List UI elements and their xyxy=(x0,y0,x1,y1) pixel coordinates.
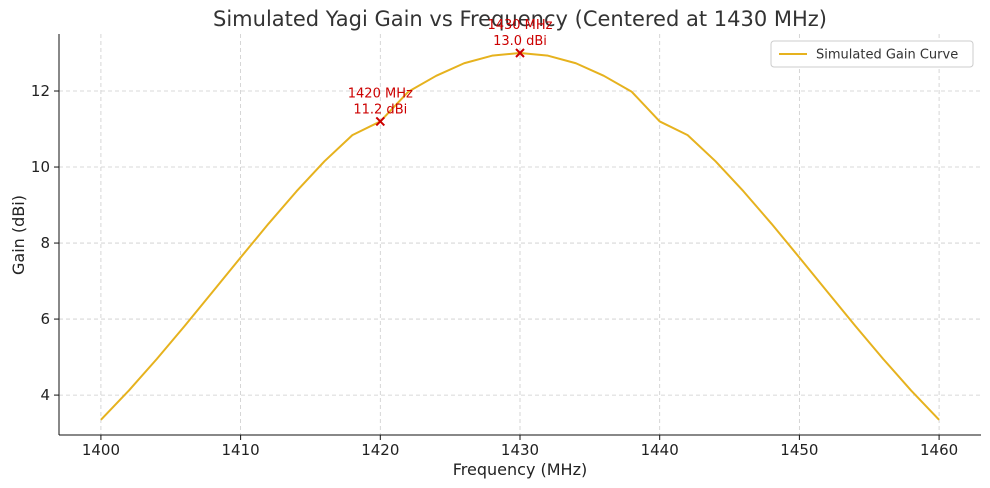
legend-label: Simulated Gain Curve xyxy=(816,48,958,63)
y-tick-label: 8 xyxy=(40,234,50,252)
x-axis-label: Frequency (MHz) xyxy=(453,460,587,479)
annotation-gain: 11.2 dBi xyxy=(353,102,407,117)
y-ticks: 4 6 8 10 12 xyxy=(31,82,59,404)
annotation-gain: 13.0 dBi xyxy=(493,34,547,49)
grid xyxy=(59,34,981,435)
y-tick-label: 4 xyxy=(40,386,50,404)
y-tick-label: 10 xyxy=(31,158,50,176)
axes xyxy=(58,34,981,436)
x-tick-label: 1410 xyxy=(222,441,260,459)
x-tick-label: 1420 xyxy=(361,441,399,459)
x-tick-label: 1400 xyxy=(82,441,120,459)
x-tick-label: 1460 xyxy=(920,441,958,459)
x-tick-label: 1430 xyxy=(501,441,539,459)
legend: Simulated Gain Curve xyxy=(770,40,974,68)
x-ticks: 1400 1410 1420 1430 1440 1450 1460 xyxy=(82,435,958,459)
chart-title: Simulated Yagi Gain vs Frequency (Center… xyxy=(213,7,827,31)
legend-box xyxy=(770,40,974,68)
y-axis-label: Gain (dBi) xyxy=(9,195,28,275)
marker-x-symbol xyxy=(515,48,525,58)
x-tick-label: 1440 xyxy=(641,441,679,459)
annotation-frequency: 1420 MHz xyxy=(348,86,413,101)
annotation-frequency: 1430 MHz xyxy=(487,18,552,33)
y-tick-label: 12 xyxy=(31,82,50,100)
x-tick-label: 1450 xyxy=(780,441,818,459)
y-tick-label: 6 xyxy=(40,310,50,328)
marker-x-symbol xyxy=(375,116,386,127)
